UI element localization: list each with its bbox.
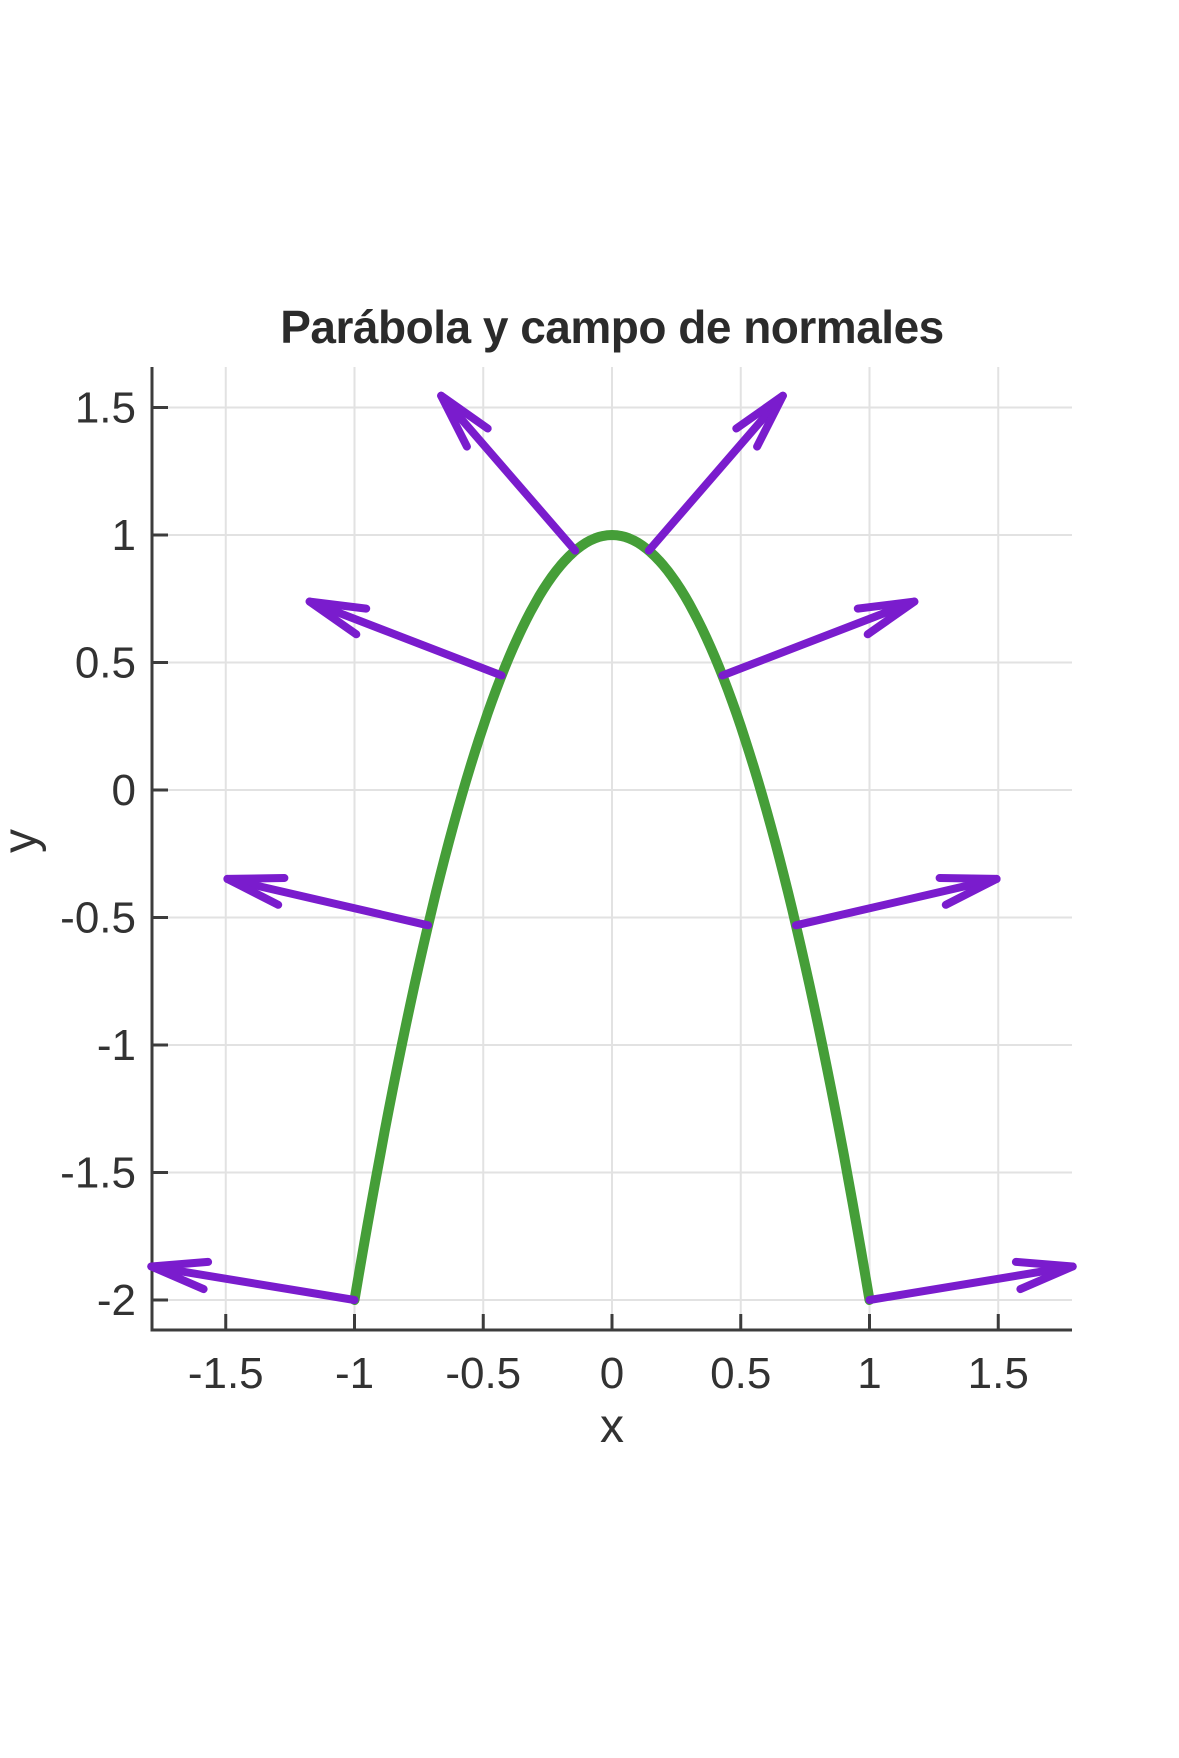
x-tick-label: 0 [600,1349,624,1398]
x-tick-label: -1.5 [188,1349,264,1398]
normal-arrow-shaft [305,597,506,680]
chart-title: Parábola y campo de normales [280,301,944,353]
y-tick-label: -0.5 [60,894,136,943]
x-tick-label: 1 [857,1349,881,1398]
normal-arrow-shaft [223,874,433,930]
x-axis-label: x [600,1400,624,1453]
y-tick-label: -1 [97,1021,136,1070]
normal-arrow-head [1011,1257,1077,1294]
y-tick-label: -2 [97,1276,136,1325]
y-axis-label: y [0,829,47,853]
normal-arrow-head [223,874,289,909]
normal-arrow-head [935,874,1001,909]
y-tick-label: 1 [112,511,136,560]
y-tick-label: -1.5 [60,1149,136,1198]
normal-arrow-shaft [865,1262,1077,1304]
normal-arrow-shaft [437,391,580,555]
y-tick-label: 0 [112,766,136,815]
x-tick-label: 1.5 [968,1349,1029,1398]
normal-arrow-head [732,391,787,451]
normal-arrow-shaft [718,597,919,680]
normal-arrow-head [437,391,492,451]
y-tick-label: 1.5 [75,384,136,433]
normal-arrow-shaft [644,391,787,555]
normal-arrow-head [853,597,919,639]
normal-arrow-head [305,597,371,639]
y-tick-label: 0.5 [75,639,136,688]
normal-arrow-shaft [147,1262,359,1304]
parabola-curve [349,530,875,1305]
x-tick-label: 0.5 [710,1349,771,1398]
x-tick-label: -1 [335,1349,374,1398]
normal-arrow-head [147,1257,213,1294]
normal-arrow-shaft [791,874,1001,930]
x-tick-label: -0.5 [445,1349,521,1398]
